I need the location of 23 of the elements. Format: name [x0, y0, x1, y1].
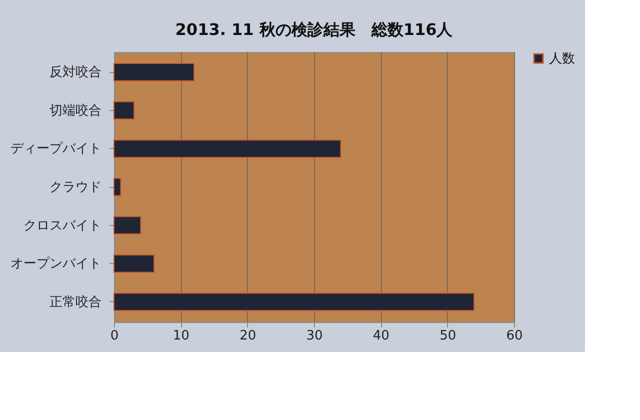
bar — [114, 140, 342, 158]
x-tick-label: 60 — [506, 328, 523, 344]
bar — [114, 254, 154, 273]
legend-label: 人数 — [549, 52, 575, 66]
chart-title: 2013. 11 秋の検診結果 総数116人 — [175, 20, 454, 39]
y-tick-label: ディープバイト — [10, 142, 102, 157]
x-tick-label: 30 — [306, 328, 323, 344]
x-tick-label: 10 — [172, 328, 190, 344]
bar — [114, 62, 194, 82]
bar — [114, 216, 142, 234]
y-tick-label: クロスバイト — [24, 218, 102, 234]
x-tick-label: 20 — [240, 328, 256, 344]
x-tick-label: 40 — [372, 328, 390, 344]
bar — [114, 292, 474, 312]
bar — [114, 178, 122, 196]
y-tick-label: クラウド — [50, 180, 102, 195]
x-tick-label: 0 — [110, 328, 119, 344]
y-tick-label: 切端咬合 — [50, 103, 102, 118]
y-tick-label: オープンバイト — [10, 256, 102, 272]
y-tick-label: 反対咬合 — [50, 64, 102, 80]
x-tick-label: 50 — [440, 328, 456, 344]
bar — [114, 101, 134, 120]
y-tick-label: 正常咬合 — [50, 294, 102, 310]
